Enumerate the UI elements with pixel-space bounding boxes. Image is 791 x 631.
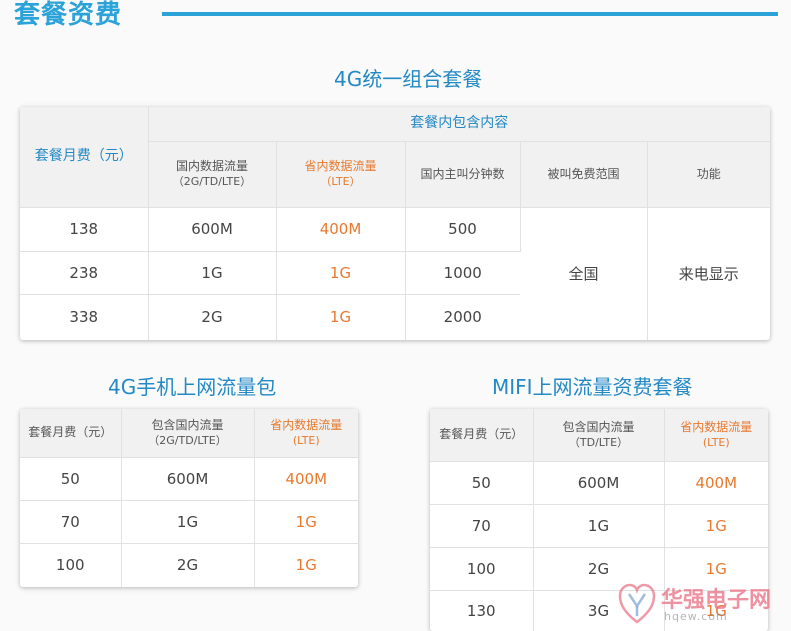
provincial-cell: 400M [254, 457, 358, 501]
national-cell: 1G [148, 251, 277, 295]
phone-pack-table: 套餐月费（元） 包含国内流量 （2G/TD/LTE） 省内数据流量 (LTE) 50… [20, 409, 358, 587]
provincial-cell: 1G [254, 500, 358, 544]
phone-col-national: 包含国内流量 （2G/TD/LTE） [121, 409, 255, 458]
combo-col-free-range: 被叫免费范围 [520, 141, 648, 208]
col-sub: (LTE) [702, 435, 730, 449]
combo-contents-header: 套餐内包含内容 [148, 107, 770, 142]
fee-cell: 130 [430, 590, 534, 631]
minutes-cell: 1000 [405, 251, 520, 295]
watermark-text: 华强电子网 [661, 588, 772, 613]
hqew-logo-icon [618, 583, 656, 624]
provincial-cell: 1G [664, 547, 768, 591]
provincial-cell: 400M [664, 461, 768, 505]
mifi-col-fee: 套餐月费（元） [430, 409, 534, 462]
fee-cell: 138 [20, 207, 149, 252]
col-sub: （2G/TD/LTE） [172, 175, 252, 188]
combo-table-card: 套餐月费（元） 套餐内包含内容 国内数据流量 （2G/TD/LTE） 省内数据流量… [20, 107, 770, 340]
phone-col-fee: 套餐月费（元） [20, 409, 122, 458]
provincial-cell: 1G [276, 251, 406, 295]
fee-cell: 50 [430, 461, 534, 505]
table-row: 138 600M 400M 500 全国 来电显示 [20, 207, 770, 340]
mifi-col-national: 包含国内流量 （TD/LTE） [533, 409, 665, 462]
watermark: 华强电子网 hqew.com [614, 578, 791, 631]
table-row: 100 2G 1G [20, 543, 358, 587]
col-label: 省内数据流量 [270, 417, 343, 432]
fee-cell: 70 [20, 500, 122, 544]
combo-col-national-data: 国内数据流量 （2G/TD/LTE） [148, 141, 277, 208]
combo-col-provincial-data: 省内数据流量 （LTE） [276, 141, 406, 208]
mifi-col-provincial: 省内数据流量 (LTE) [664, 409, 768, 462]
national-cell: 1G [533, 504, 665, 548]
combo-monthly-fee-header: 套餐月费（元） [20, 107, 149, 208]
table-row: 70 1G 1G [430, 504, 768, 548]
table-row: 238 1G 1G 1000 [20, 251, 770, 295]
national-cell: 600M [148, 207, 277, 252]
free-range-cell: 全国 [520, 207, 648, 340]
combo-col-minutes: 国内主叫分钟数 [405, 141, 521, 208]
minutes-cell: 2000 [443, 308, 482, 327]
national-cell: 1G [121, 500, 255, 544]
table-row: 50 600M 400M [430, 461, 768, 505]
col-sub: (LTE) [292, 433, 320, 447]
col-sub: （TD/LTE） [568, 435, 629, 449]
fee-cell: 338 [20, 294, 149, 340]
table-row: 50 600M 400M [20, 457, 358, 501]
fee-cell: 50 [20, 457, 122, 501]
mifi-pack-section-title: MIFI上网流量资费套餐 [492, 375, 693, 399]
combo-section-title: 4G统一组合套餐 [334, 67, 483, 91]
page-title: 套餐资费 [14, 0, 123, 30]
national-cell: 2G [121, 543, 255, 587]
fee-cell: 70 [430, 504, 534, 548]
provincial-cell: 1G [705, 601, 727, 620]
fee-cell: 238 [20, 251, 149, 295]
provincial-cell: 1G [664, 504, 768, 548]
fee-cell: 100 [20, 543, 122, 587]
national-cell: 2G [533, 547, 665, 591]
col-label: 省内数据流量 [304, 159, 377, 173]
col-label: 国内数据流量 [175, 159, 248, 173]
col-label: 省内数据流量 [680, 419, 753, 434]
col-sub: （2G/TD/LTE） [148, 433, 227, 447]
title-rule [162, 12, 778, 16]
national-cell: 600M [121, 457, 255, 501]
phone-col-provincial: 省内数据流量 (LTE) [254, 409, 358, 458]
watermark-url: hqew.com [664, 610, 728, 623]
phone-pack-table-card: 套餐月费（元） 包含国内流量 （2G/TD/LTE） 省内数据流量 (LTE) 50… [20, 409, 358, 587]
combo-col-feature: 功能 [647, 141, 770, 208]
table-row: 338 2G 1G 2000 [20, 294, 770, 340]
fee-cell: 100 [430, 547, 534, 591]
national-cell: 600M [533, 461, 665, 505]
col-sub: （LTE） [320, 175, 361, 188]
provincial-cell: 400M [276, 207, 406, 252]
table-row: 70 1G 1G [20, 500, 358, 544]
combo-table: 套餐月费（元） 套餐内包含内容 国内数据流量 （2G/TD/LTE） 省内数据流量… [20, 107, 770, 340]
feature-cell: 来电显示 [647, 207, 770, 340]
provincial-cell: 1G [276, 294, 406, 340]
national-cell: 2G [148, 294, 277, 340]
minutes-cell: 500 [405, 207, 521, 252]
phone-pack-section-title: 4G手机上网流量包 [108, 375, 277, 399]
col-label: 包含国内流量 [562, 419, 635, 434]
provincial-cell: 1G [295, 556, 317, 575]
table-row: 100 2G 1G [430, 547, 768, 591]
col-label: 包含国内流量 [151, 417, 224, 432]
